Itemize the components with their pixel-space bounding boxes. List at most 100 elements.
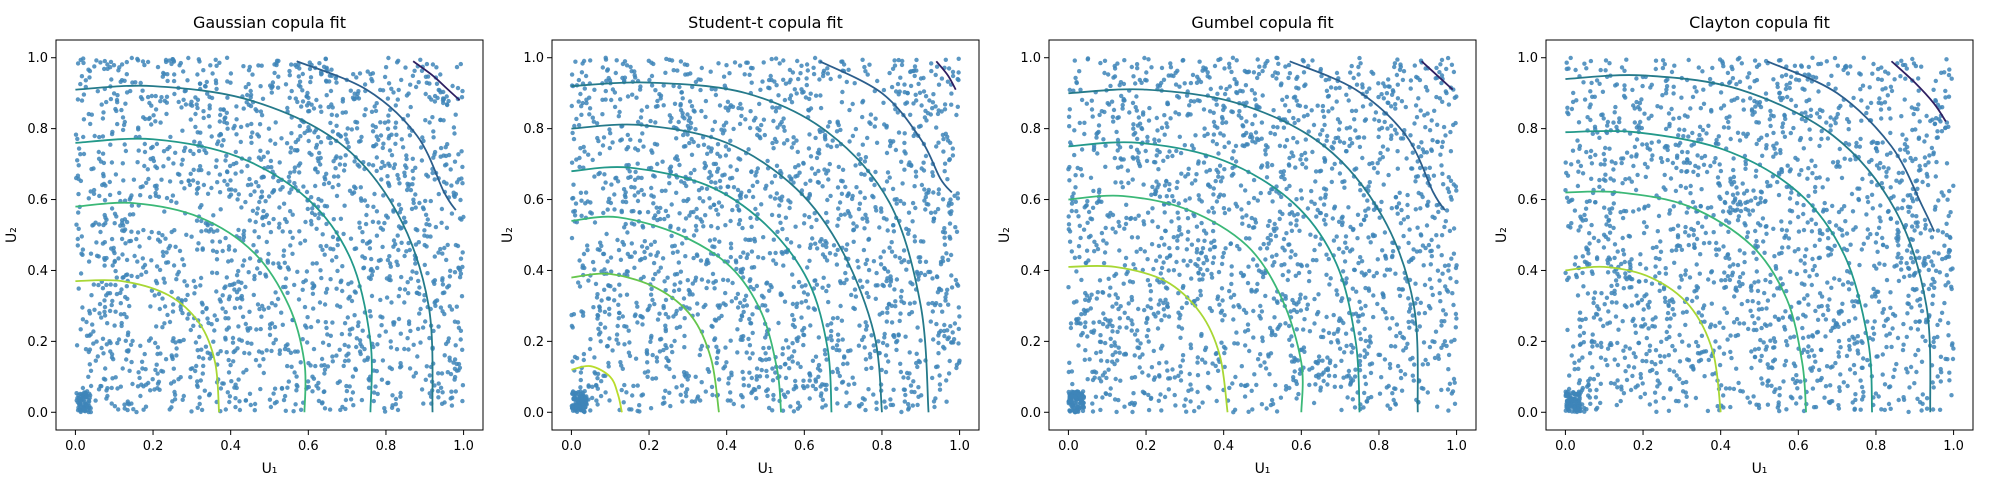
scatter-point [945,134,950,139]
scatter-point [173,244,178,249]
scatter-point [341,231,346,237]
scatter-point [754,374,759,379]
scatter-point [266,305,271,310]
scatter-point [578,190,584,195]
scatter-point [224,153,229,158]
scatter-point [1205,131,1210,137]
scatter-point [305,315,310,320]
scatter-point [844,390,849,395]
scatter-point [569,103,574,109]
scatter-point [1441,308,1446,313]
scatter-point [167,179,173,184]
scatter-point [906,228,911,233]
scatter-point [866,387,871,392]
scatter-point [102,66,107,72]
scatter-point [848,214,853,219]
scatter-point [324,171,329,176]
scatter-point [1252,372,1257,377]
scatter-point [936,82,942,87]
scatter-point [875,283,880,288]
scatter-point [943,298,948,303]
scatter-point [742,72,747,77]
scatter-point [1432,215,1437,221]
scatter-point [756,255,761,260]
scatter-point [330,105,335,110]
scatter-point [179,105,184,110]
scatter-point [260,303,265,309]
scatter-point [269,165,274,170]
scatter-point [149,258,154,263]
scatter-point [356,139,362,144]
scatter-point [940,259,946,264]
scatter-point [232,305,238,311]
scatter-point [320,247,325,252]
scatter-point [588,210,593,215]
scatter-point [80,305,85,310]
scatter-point [790,359,795,364]
scatter-point [443,145,448,150]
scatter-point [1075,165,1080,171]
scatter-point [874,140,880,145]
scatter-point [257,306,262,312]
scatter-point [730,280,735,286]
scatter-point [709,179,714,185]
scatter-point [195,348,200,353]
scatter-point [1326,373,1332,378]
scatter-point [176,377,181,382]
scatter-point [765,393,770,399]
scatter-point [357,338,363,343]
scatter-point [577,164,582,170]
scatter-point [145,94,151,100]
scatter-point [233,149,238,155]
scatter-point [199,218,204,224]
scatter-point [781,58,786,63]
scatter-point [201,68,206,73]
scatter-point [745,252,750,257]
scatter-point [398,331,403,336]
scatter-point [866,267,872,273]
scatter-point [427,222,432,228]
scatter-point [1222,167,1227,172]
scatter-point [243,199,248,205]
scatter-point [449,403,455,408]
scatter-point [273,120,278,125]
subplot-title: Student-t copula fit [688,13,843,32]
scatter-point [75,61,81,66]
scatter-point [635,383,640,388]
scatter-point [1222,91,1228,97]
scatter-point [129,229,134,234]
scatter-point [1100,395,1105,400]
scatter-point [947,221,953,226]
scatter-point [194,102,199,107]
scatter-point [750,312,755,317]
scatter-point [258,326,263,332]
scatter-point [681,144,687,149]
scatter-point [940,309,945,314]
scatter-point [1376,118,1382,124]
scatter-point [241,370,246,375]
scatter-point [167,243,173,249]
scatter-point [355,91,360,97]
scatter-point [416,80,421,85]
scatter-point [427,120,432,125]
scatter-point [1066,114,1072,120]
scatter-point [1193,133,1198,138]
scatter-point [790,312,795,318]
scatter-point [339,331,345,337]
scatter-point [826,283,831,288]
scatter-point [858,278,863,283]
scatter-point [204,150,209,156]
scatter-point [943,295,948,300]
scatter-point [368,314,373,319]
scatter-point [316,398,322,404]
scatter-point [1259,309,1265,314]
scatter-point [716,377,722,382]
scatter-point [825,143,830,148]
scatter-point [1438,62,1443,67]
scatter-point [936,140,941,145]
scatter-point [322,367,328,372]
scatter-point [360,254,365,259]
scatter-point [586,383,591,388]
scatter-point [382,409,388,414]
scatter-point [874,400,879,405]
